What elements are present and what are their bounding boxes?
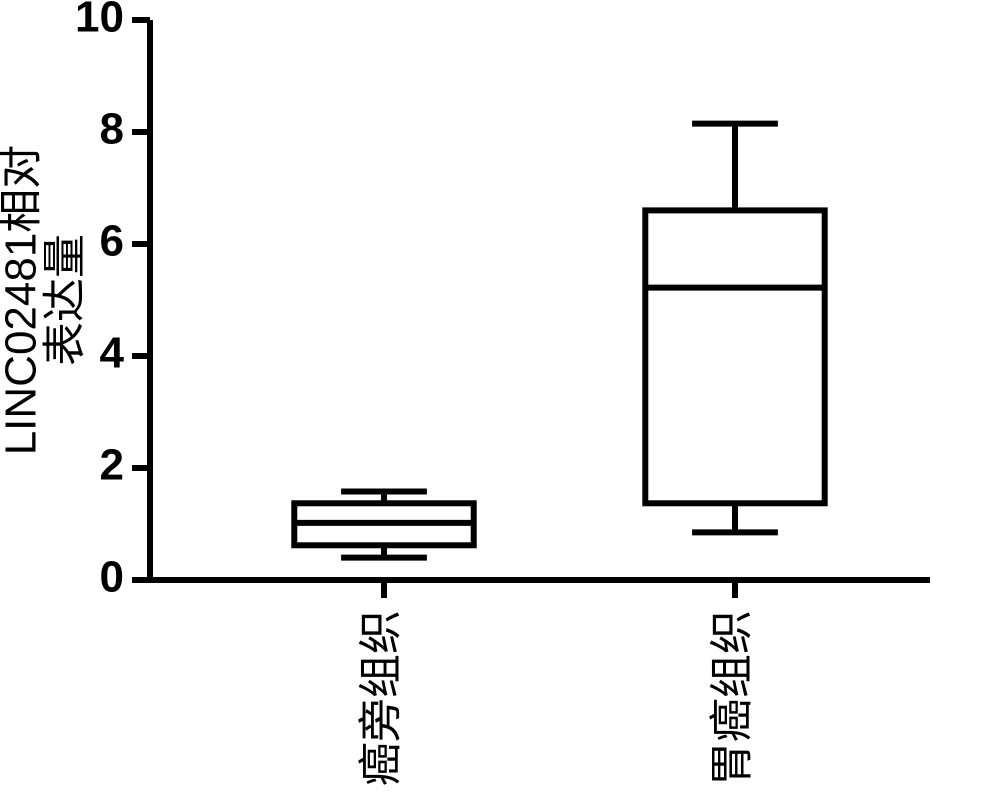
x-category-label: 胃癌组织 [708, 610, 757, 786]
x-category-label: 癌旁组织 [357, 610, 406, 786]
y-tick-label: 6 [100, 217, 124, 266]
boxplot-chart: 0 2 4 6 8 10 LINC02481相对表达量癌旁组织 胃癌组织 [0, 0, 1000, 794]
y-tick-label: 0 [100, 553, 124, 602]
box [645, 210, 824, 503]
y-tick-label: 2 [100, 441, 124, 490]
y-axis-label-part2: 表达量 [41, 234, 90, 366]
y-axis-label-part1: LINC02481相对 [0, 145, 46, 456]
y-tick-label: 10 [75, 0, 124, 42]
y-tick-label: 4 [100, 329, 125, 378]
y-tick-label: 8 [100, 105, 124, 154]
